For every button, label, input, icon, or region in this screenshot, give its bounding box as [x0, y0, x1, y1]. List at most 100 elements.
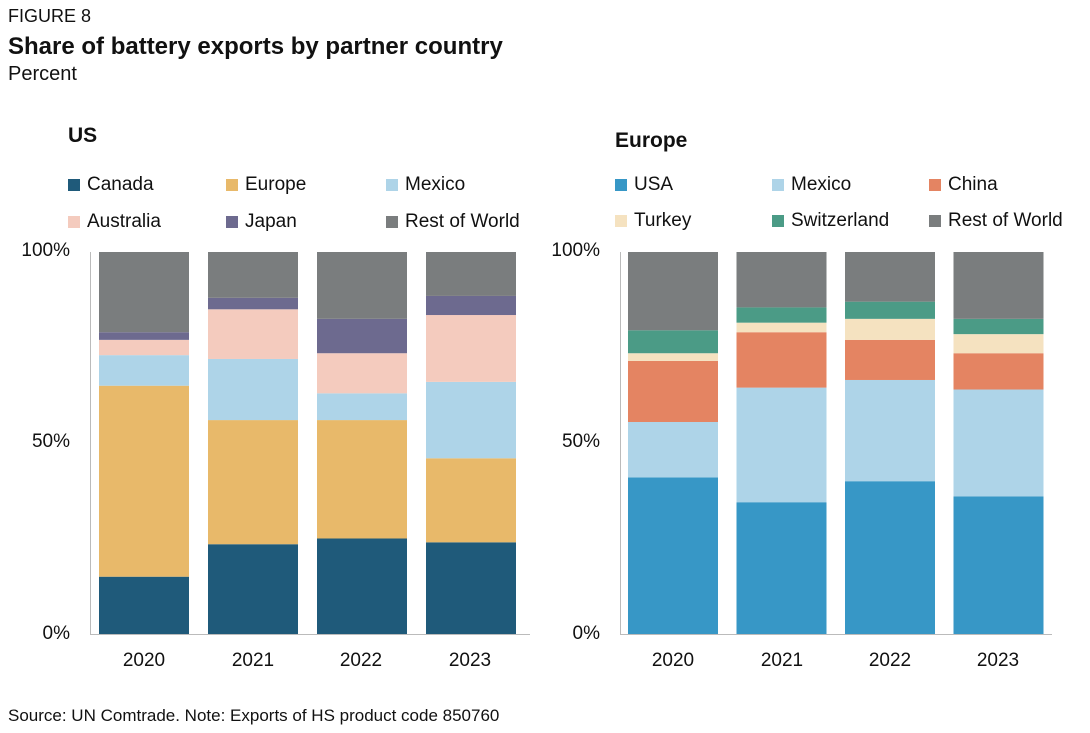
legend-swatch: [772, 179, 784, 191]
x-tick-label: 2022: [339, 650, 383, 671]
bar-segment-rest-of-world-2022: [317, 252, 407, 319]
bar-segment-mexico-2023: [953, 389, 1044, 497]
bar-segment-china-2022: [845, 339, 935, 380]
bar-segment-australia-2023: [426, 315, 516, 382]
panel-title-us: US: [68, 124, 98, 147]
legend-swatch: [929, 215, 941, 227]
legend-swatch: [772, 215, 784, 227]
legend-item-china: China: [929, 174, 998, 196]
bar-segment-rest-of-world-2020: [99, 252, 189, 333]
legend-item-rest-of-world: Rest of World: [929, 210, 1063, 232]
bar-segment-mexico-2020: [99, 355, 189, 386]
stacked-bar-chart-europe: [620, 252, 1052, 635]
legend-item-rest-of-world: Rest of World: [386, 211, 520, 233]
bar-segment-europe-2021: [208, 420, 298, 545]
stacked-bar-chart-us: [90, 252, 530, 635]
figure-title: Share of battery exports by partner coun…: [8, 33, 503, 60]
bar-segment-mexico-2021: [736, 387, 827, 503]
legend-label: Rest of World: [405, 211, 520, 232]
bar-segment-europe-2020: [99, 385, 189, 577]
x-tick-label: 2021: [760, 650, 804, 671]
y-tick-label: 100%: [551, 240, 600, 261]
legend-swatch: [929, 179, 941, 191]
bar-segment-turkey-2023: [953, 334, 1044, 354]
bar-segment-usa-2020: [628, 477, 718, 634]
bar-segment-rest-of-world-2023: [953, 252, 1044, 319]
y-tick-label: 0%: [42, 623, 70, 644]
panel-title-europe: Europe: [615, 129, 688, 152]
bar-segment-canada-2021: [208, 544, 298, 634]
bar-segment-mexico-2023: [426, 381, 516, 459]
bar-segment-china-2021: [736, 332, 827, 388]
bar-segment-japan-2021: [208, 297, 298, 310]
bar-segment-china-2020: [628, 360, 718, 422]
bar-segment-switzerland-2020: [628, 330, 718, 354]
legend-swatch: [386, 216, 398, 228]
legend-swatch: [386, 179, 398, 191]
legend-swatch: [226, 216, 238, 228]
legend-item-mexico: Mexico: [772, 174, 851, 196]
bar-segment-usa-2023: [953, 496, 1044, 634]
legend-swatch: [615, 215, 627, 227]
x-tick-label: 2023: [448, 650, 492, 671]
bar-segment-australia-2020: [99, 339, 189, 356]
legend-label: Japan: [245, 211, 297, 232]
bar-segment-turkey-2022: [845, 318, 935, 340]
bar-segment-australia-2022: [317, 353, 407, 394]
x-tick-label: 2023: [976, 650, 1020, 671]
legend-label: USA: [634, 174, 674, 195]
bar-segment-turkey-2020: [628, 353, 718, 361]
figure-label: FIGURE 8: [8, 6, 92, 26]
bar-segment-rest-of-world-2020: [628, 252, 718, 331]
bar-segment-rest-of-world-2022: [845, 252, 935, 302]
y-tick-label: 50%: [561, 431, 600, 452]
figure-subtitle: Percent: [8, 63, 77, 85]
legend-item-canada: Canada: [68, 174, 154, 196]
legend-label: Europe: [245, 174, 307, 195]
legend-label: Mexico: [405, 174, 466, 195]
legend-label: Turkey: [634, 210, 692, 231]
bar-segment-mexico-2022: [845, 379, 935, 482]
bar-segment-mexico-2021: [208, 358, 298, 421]
legend-item-australia: Australia: [68, 211, 161, 233]
bar-segment-europe-2022: [317, 420, 407, 539]
bar-segment-rest-of-world-2023: [426, 252, 516, 296]
legend-label: Mexico: [791, 174, 852, 195]
legend-swatch: [615, 179, 627, 191]
bar-segment-usa-2021: [736, 502, 827, 634]
bar-segment-canada-2020: [99, 576, 189, 634]
bar-segment-usa-2022: [845, 481, 935, 634]
y-tick-label: 50%: [31, 431, 70, 452]
legend-item-mexico: Mexico: [386, 174, 465, 196]
bar-segment-mexico-2020: [628, 421, 718, 478]
bar-segment-japan-2020: [99, 332, 189, 340]
bar-segment-europe-2023: [426, 458, 516, 543]
x-tick-label: 2021: [231, 650, 275, 671]
y-tick-label: 100%: [21, 240, 70, 261]
bar-segment-rest-of-world-2021: [736, 252, 827, 308]
legend-item-turkey: Turkey: [615, 210, 691, 232]
legend-item-europe: Europe: [226, 174, 306, 196]
bar-segment-turkey-2021: [736, 322, 827, 333]
legend-label: Australia: [87, 211, 161, 232]
legend-label: China: [948, 174, 998, 195]
y-tick-label: 0%: [572, 623, 600, 644]
x-tick-label: 2020: [651, 650, 695, 671]
bar-segment-canada-2023: [426, 542, 516, 634]
bar-segment-switzerland-2023: [953, 318, 1044, 335]
legend-label: Canada: [87, 174, 154, 195]
bar-segment-switzerland-2022: [845, 301, 935, 319]
bar-segment-australia-2021: [208, 309, 298, 359]
legend-item-japan: Japan: [226, 211, 297, 233]
legend-item-switzerland: Switzerland: [772, 210, 889, 232]
legend-swatch: [68, 179, 80, 191]
bar-segment-mexico-2022: [317, 393, 407, 421]
legend-item-usa: USA: [615, 174, 673, 196]
bar-segment-canada-2022: [317, 538, 407, 634]
source-note: Source: UN Comtrade. Note: Exports of HS…: [8, 706, 500, 725]
bar-segment-japan-2023: [426, 295, 516, 316]
legend-swatch: [68, 216, 80, 228]
x-tick-label: 2022: [868, 650, 912, 671]
legend-label: Rest of World: [948, 210, 1063, 231]
bar-segment-rest-of-world-2021: [208, 252, 298, 298]
